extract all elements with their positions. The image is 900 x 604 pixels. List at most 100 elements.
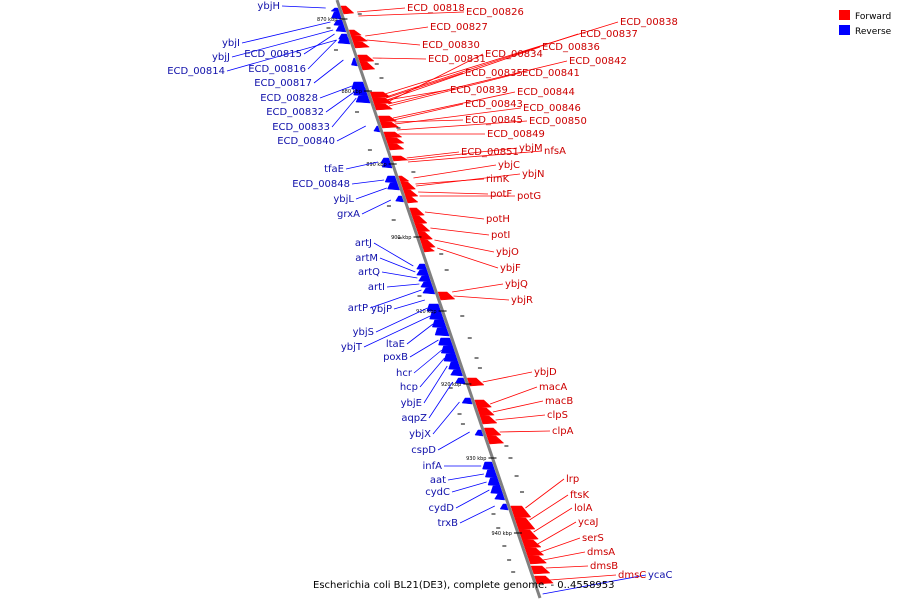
tick-label: 930 kbp <box>466 456 486 462</box>
reverse-feature <box>416 263 428 271</box>
gene-label-reverse: artJ <box>355 238 372 249</box>
forward-feature <box>466 377 485 387</box>
reverse-feature <box>351 57 358 67</box>
reverse-feature <box>418 275 432 283</box>
reverse-leader <box>459 505 495 524</box>
forward-feature <box>514 517 536 531</box>
gene-label-forward: clpA <box>552 426 574 437</box>
forward-feature <box>422 245 436 253</box>
gene-label-forward: ycaJ <box>578 517 599 528</box>
gene-label-forward: serS <box>582 533 604 544</box>
forward-leader <box>545 565 589 569</box>
gene-label-forward: ECD_00818 <box>407 3 465 14</box>
gene-label-forward: potI <box>491 230 510 241</box>
gene-label-reverse: ECD_00816 <box>248 64 306 75</box>
gene-label-reverse: ybjH <box>257 1 280 12</box>
reverse-feature <box>355 95 371 104</box>
gene-label-reverse: ECD_00832 <box>266 107 324 118</box>
reverse-leader <box>226 39 337 72</box>
tick-label: 870 kbp <box>317 17 337 23</box>
forward-feature <box>486 435 505 445</box>
forward-leader <box>365 26 429 37</box>
reverse-feature <box>335 25 347 33</box>
gene-label-forward: potH <box>486 214 510 225</box>
forward-leader <box>430 227 490 236</box>
forward-leader <box>549 574 617 581</box>
reverse-feature <box>440 345 456 355</box>
reverse-leader <box>241 21 331 44</box>
gene-label-forward: ECD_00836 <box>542 42 600 53</box>
gene-label-forward: ECD_00842 <box>569 56 627 67</box>
gene-label-forward: ybjM <box>519 143 543 154</box>
gene-label-forward: lolA <box>574 503 593 514</box>
forward-leader <box>372 57 427 60</box>
reverse-leader <box>355 187 387 200</box>
reverse-leader <box>375 307 428 333</box>
forward-leader <box>388 72 521 107</box>
gene-label-reverse: trxB <box>437 518 458 529</box>
gene-label-forward: ybjR <box>511 295 533 306</box>
tick-label: 910 kbp <box>416 309 436 315</box>
gene-label-reverse: ECD_00814 <box>167 66 225 77</box>
forward-feature <box>352 41 371 49</box>
gene-label-forward: ybjO <box>496 247 519 258</box>
reverse-feature <box>373 125 381 133</box>
reverse-feature <box>450 369 463 377</box>
reverse-leader <box>423 365 448 404</box>
forward-feature <box>400 181 417 191</box>
forward-leader <box>413 164 497 179</box>
reverse-leader <box>281 5 326 9</box>
reverse-leader <box>386 283 420 288</box>
reverse-leader <box>447 473 484 481</box>
reverse-leader <box>307 39 337 70</box>
gene-label-reverse: ybjJ <box>212 52 230 63</box>
gene-label-forward: ECD_00826 <box>466 7 524 18</box>
forward-feature <box>359 61 376 71</box>
gene-label-reverse: hcr <box>396 368 413 379</box>
gene-label-reverse: tfaE <box>324 164 344 175</box>
gene-label-forward: ECD_00851 <box>461 147 519 158</box>
gene-label-forward: ECD_00849 <box>487 129 545 140</box>
forward-feature <box>477 407 495 417</box>
forward-feature <box>510 505 532 519</box>
reverse-leader <box>313 59 344 84</box>
reverse-leader <box>325 91 355 113</box>
forward-feature <box>524 547 545 557</box>
reverse-leader <box>381 271 418 279</box>
gene-label-reverse: artP <box>348 303 368 314</box>
gene-label-forward: rimK <box>486 174 510 185</box>
feature-track <box>330 5 554 585</box>
forward-leader <box>453 295 510 301</box>
gene-label-forward: ECD_00839 <box>450 85 508 96</box>
gene-label-reverse: ECD_00840 <box>277 136 335 147</box>
gene-label-forward: ECD_00834 <box>485 49 543 60</box>
gene-label-forward: ECD_00846 <box>523 103 581 114</box>
forward-leader <box>407 147 518 161</box>
forward-leader <box>392 91 516 119</box>
legend: Forward Reverse <box>839 10 892 37</box>
gene-label-forward: ECD_00845 <box>465 115 523 126</box>
forward-leader <box>540 537 581 553</box>
tick-label: 890 kbp <box>366 162 386 168</box>
reverse-feature <box>461 397 473 405</box>
gene-label-reverse: ybjX <box>409 429 431 440</box>
gene-label-reverse: aat <box>430 475 446 486</box>
forward-feature <box>357 54 375 63</box>
minor-ticks <box>326 13 525 573</box>
reverse-feature <box>416 269 430 277</box>
reverse-leader <box>419 357 445 388</box>
gene-label-reverse: cydD <box>429 503 455 514</box>
tick-label: 880 kbp <box>342 89 362 95</box>
forward-leader <box>386 46 541 101</box>
forward-feature <box>340 5 355 15</box>
gene-label-forward: ECD_00844 <box>517 87 575 98</box>
gene-label-forward: ECD_00835 <box>465 68 523 79</box>
reverse-leader <box>319 85 353 99</box>
gene-label-reverse: ECD_00815 <box>244 49 302 60</box>
gene-label-forward: ECD_00830 <box>422 40 480 51</box>
forward-feature <box>387 143 405 151</box>
forward-feature <box>518 529 539 541</box>
forward-leader <box>387 53 484 103</box>
forward-feature <box>534 575 554 585</box>
